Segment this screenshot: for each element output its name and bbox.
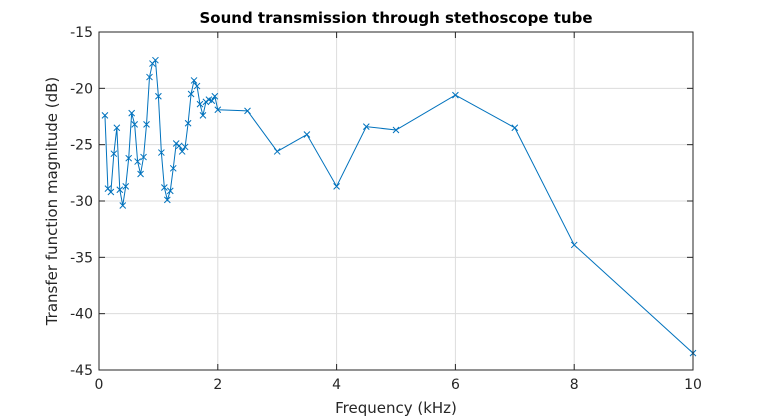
x-tick-label: 0 — [95, 377, 104, 393]
data-point-marker — [110, 150, 118, 158]
data-point-marker — [452, 91, 459, 99]
data-point-marker — [199, 112, 207, 119]
data-point-marker — [333, 182, 340, 190]
data-point-marker — [137, 170, 144, 178]
data-point-marker — [196, 100, 204, 108]
data-point-marker — [101, 112, 109, 119]
tick-labels: 0 2 4 6 8 10 -15 -20 -25 -30 -35 -40 -45 — [70, 25, 702, 393]
data-point-marker — [211, 92, 219, 100]
data-point-marker — [128, 109, 136, 117]
data-point-marker — [175, 142, 183, 150]
x-tick-label: 2 — [213, 377, 222, 393]
data-point-marker — [193, 82, 201, 90]
y-tick-label: -30 — [70, 194, 93, 210]
grid — [99, 32, 693, 370]
data-point-marker — [303, 131, 311, 138]
x-tick-label: 10 — [684, 377, 702, 393]
data-point-marker — [570, 241, 578, 249]
y-tick-label: -45 — [70, 363, 93, 379]
data-point-marker — [208, 97, 216, 105]
y-tick-label: -35 — [70, 250, 93, 266]
data-point-marker — [169, 164, 177, 172]
x-tick-label: 8 — [570, 377, 579, 393]
data-point-marker — [158, 149, 165, 156]
x-axis-label: Frequency (kHz) — [335, 399, 457, 417]
data-point-marker — [362, 123, 370, 130]
data-point-marker — [107, 188, 115, 196]
data-point-marker — [143, 121, 150, 128]
data-point-marker — [134, 158, 141, 165]
data-point-marker — [172, 140, 180, 147]
data-point-marker — [202, 98, 210, 106]
data-point-marker — [113, 124, 121, 132]
data-point-marker — [392, 126, 400, 134]
y-tick-label: -40 — [70, 307, 93, 323]
data-point-marker — [122, 182, 130, 190]
data-point-marker — [181, 143, 189, 151]
data-point-marker — [511, 124, 519, 132]
data-point-marker — [155, 92, 162, 100]
data-point-marker — [178, 148, 186, 155]
data-point-marker — [166, 187, 174, 195]
data-point-marker — [273, 148, 281, 155]
data-point-marker — [125, 154, 133, 162]
data-point-marker — [116, 186, 124, 194]
data-point-marker — [190, 77, 198, 84]
data-point-marker — [140, 153, 147, 161]
y-tick-label: -25 — [70, 138, 93, 154]
y-tick-label: -15 — [70, 25, 93, 41]
data-point-marker — [146, 73, 153, 81]
y-tick-label: -20 — [70, 81, 93, 97]
series — [101, 56, 697, 357]
data-point-marker — [214, 106, 222, 114]
data-point-marker — [244, 107, 251, 115]
y-axis-label: Transfer function magnitude (dB) — [43, 77, 61, 327]
data-point-marker — [131, 121, 138, 128]
data-point-marker — [160, 184, 168, 191]
chart-title: Sound transmission through stethoscope t… — [199, 9, 592, 27]
data-point-marker — [119, 202, 127, 209]
data-point-marker — [152, 56, 159, 64]
x-tick-label: 6 — [451, 377, 460, 393]
data-point-marker — [184, 119, 192, 127]
x-tick-label: 4 — [332, 377, 341, 393]
plot-frame — [98, 31, 694, 371]
data-point-marker — [187, 90, 195, 98]
data-point-marker — [163, 196, 171, 204]
